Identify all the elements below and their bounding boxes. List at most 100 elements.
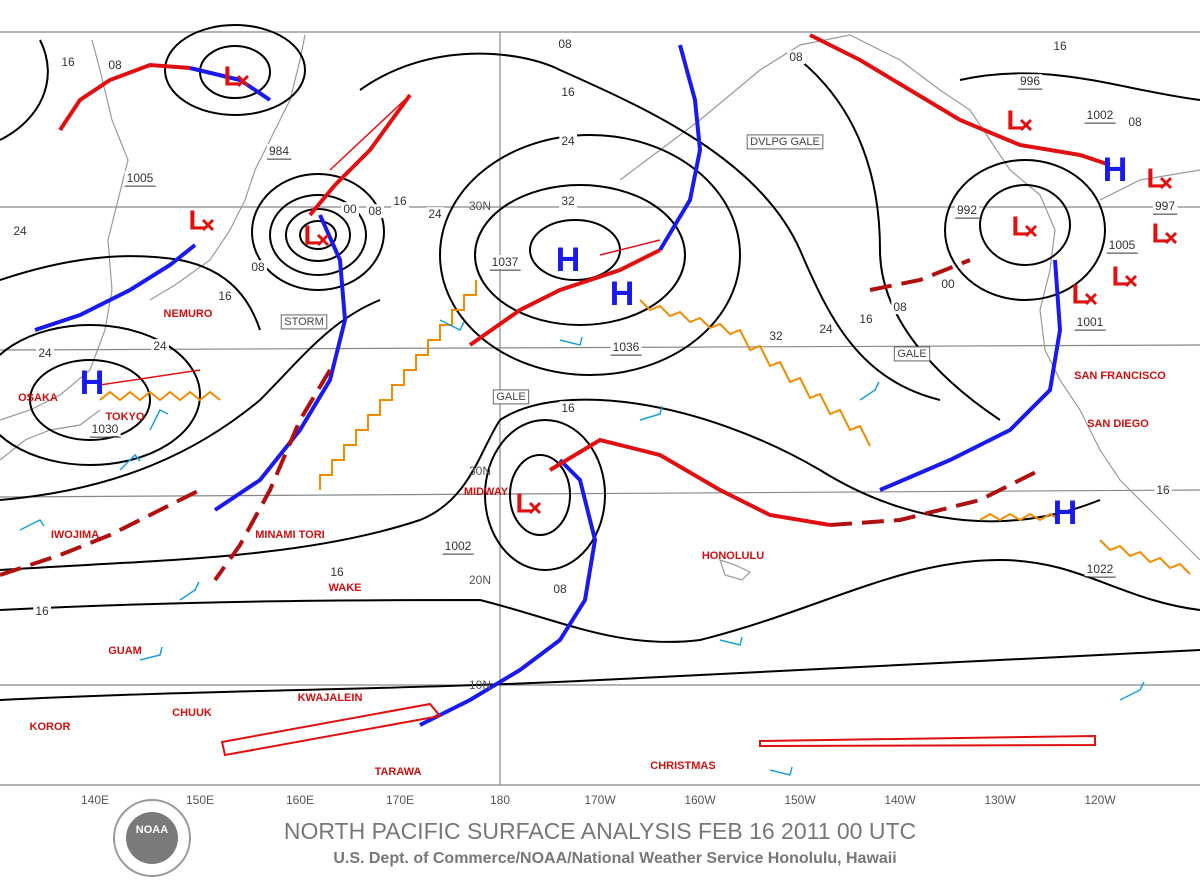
isobar-label-bg (817, 322, 835, 337)
isobar-label: 08 (108, 58, 122, 72)
high-symbol: H (610, 275, 635, 313)
low-symbol: L (1006, 104, 1023, 135)
low-cross (1084, 292, 1098, 306)
place-label: WAKE (329, 582, 362, 594)
warning-label: GALE (897, 348, 926, 360)
longitude-label: 130W (984, 793, 1016, 807)
latitude-label: 10N (469, 678, 491, 692)
isobar-label: 16 (1156, 483, 1170, 497)
isobar-label: 08 (893, 300, 907, 314)
isobar-label-bg (328, 565, 346, 580)
pressure-value: 1036 (613, 340, 640, 354)
place-label: HONOLULU (702, 550, 764, 562)
longitude-label: 150E (186, 793, 214, 807)
pressure-box (266, 144, 292, 159)
place-label: IWOJIMA (51, 529, 99, 541)
isobar-label-bg (787, 50, 805, 65)
place-label: CHRISTMAS (650, 760, 715, 772)
warning-box (746, 134, 824, 150)
place-label: SAN DIEGO (1087, 418, 1149, 430)
isobar-label: 32 (561, 194, 575, 208)
pressure-box (1084, 108, 1116, 123)
longitude-label: 180 (490, 793, 510, 807)
isobar-label: 24 (561, 134, 575, 148)
warning-box (893, 346, 931, 362)
low-symbol: L (1151, 217, 1168, 248)
pressure-box (1074, 315, 1106, 330)
high-symbol: H (1053, 494, 1078, 532)
ridges (99, 280, 1191, 575)
pressure-value: 1002 (445, 539, 472, 553)
pressure-value: 996 (1020, 74, 1040, 88)
isobar-label: 16 (61, 55, 75, 69)
pressure-value: 992 (957, 203, 977, 217)
isobar-label-bg (341, 202, 359, 217)
warning-label: DVLPG GALE (750, 136, 820, 148)
place-label: GUAM (108, 645, 142, 657)
low-cross (201, 218, 215, 232)
isobar-label-bg (767, 329, 785, 344)
isobar-label: 16 (859, 312, 873, 326)
isobar-label: 24 (38, 346, 52, 360)
svg-text:NOAA: NOAA (136, 824, 168, 836)
low-cross (316, 233, 330, 247)
isobar-label-bg (556, 37, 574, 52)
pressure-box (954, 203, 980, 218)
isobar-label: 16 (218, 289, 232, 303)
isobar-label: 08 (553, 582, 567, 596)
low-cross (1024, 224, 1038, 238)
isobar-label: 16 (35, 604, 49, 618)
low-cross (1019, 118, 1033, 132)
isobar-label: 24 (428, 207, 442, 221)
latitude-label: 30N (469, 199, 491, 213)
low-symbol: L (1146, 162, 1163, 193)
longitude-label: 170W (584, 793, 616, 807)
isobar-label-bg (559, 85, 577, 100)
pressure-value: 1002 (1087, 108, 1114, 122)
low-cross (1164, 231, 1178, 245)
pressure-box (442, 539, 474, 554)
isobar-label: 16 (1053, 39, 1067, 53)
pressure-box (1106, 238, 1138, 253)
noaa-logo: NOAA (113, 799, 191, 877)
isobar-label-bg (33, 604, 51, 619)
isobar-label-bg (151, 339, 169, 354)
isobar-label-bg (216, 289, 234, 304)
place-label: SAN FRANCISCO (1074, 370, 1166, 382)
isobar-label-bg (249, 260, 267, 275)
footer-title: NORTH PACIFIC SURFACE ANALYSIS FEB 16 20… (284, 818, 916, 844)
place-label: CHUUK (172, 707, 212, 719)
isobar-label: 16 (330, 565, 344, 579)
isobar-label-bg (36, 346, 54, 361)
place-label: KOROR (30, 721, 71, 733)
pressure-value: 1022 (1087, 562, 1114, 576)
isobar-label: 08 (789, 50, 803, 64)
isobar-label-bg (426, 207, 444, 222)
low-cross (528, 501, 542, 515)
high-symbol: H (556, 241, 581, 279)
isobar-label-bg (59, 55, 77, 70)
low-cross (1159, 176, 1173, 190)
low-symbol: L (515, 487, 532, 518)
high-symbol: H (1103, 151, 1128, 189)
isobar-label: 24 (153, 339, 167, 353)
place-label: NEMURO (164, 308, 213, 320)
place-label: OSAKA (18, 392, 58, 404)
isobar-label-bg (366, 204, 384, 219)
isobar-label: 24 (13, 224, 27, 238)
longitude-label: 160W (684, 793, 716, 807)
warning-label: STORM (284, 316, 324, 328)
isobar-label-bg (551, 582, 569, 597)
pressure-value: 984 (269, 144, 289, 158)
footer-subtitle: U.S. Dept. of Commerce/NOAA/National Wea… (333, 850, 896, 867)
wind-barbs (19, 319, 1145, 776)
labels: 140E 150E 160E 170E 180 170W 160W 150W 140W 130W 1… (11, 37, 1178, 807)
isobar-label: 16 (561, 401, 575, 415)
low-symbol: L (223, 60, 240, 91)
longitude-label: 170E (386, 793, 414, 807)
place-label: TARAWA (375, 766, 422, 778)
low-symbol: L (188, 204, 205, 235)
isobar-label: 08 (558, 37, 572, 51)
longitude-label: 120W (1084, 793, 1116, 807)
